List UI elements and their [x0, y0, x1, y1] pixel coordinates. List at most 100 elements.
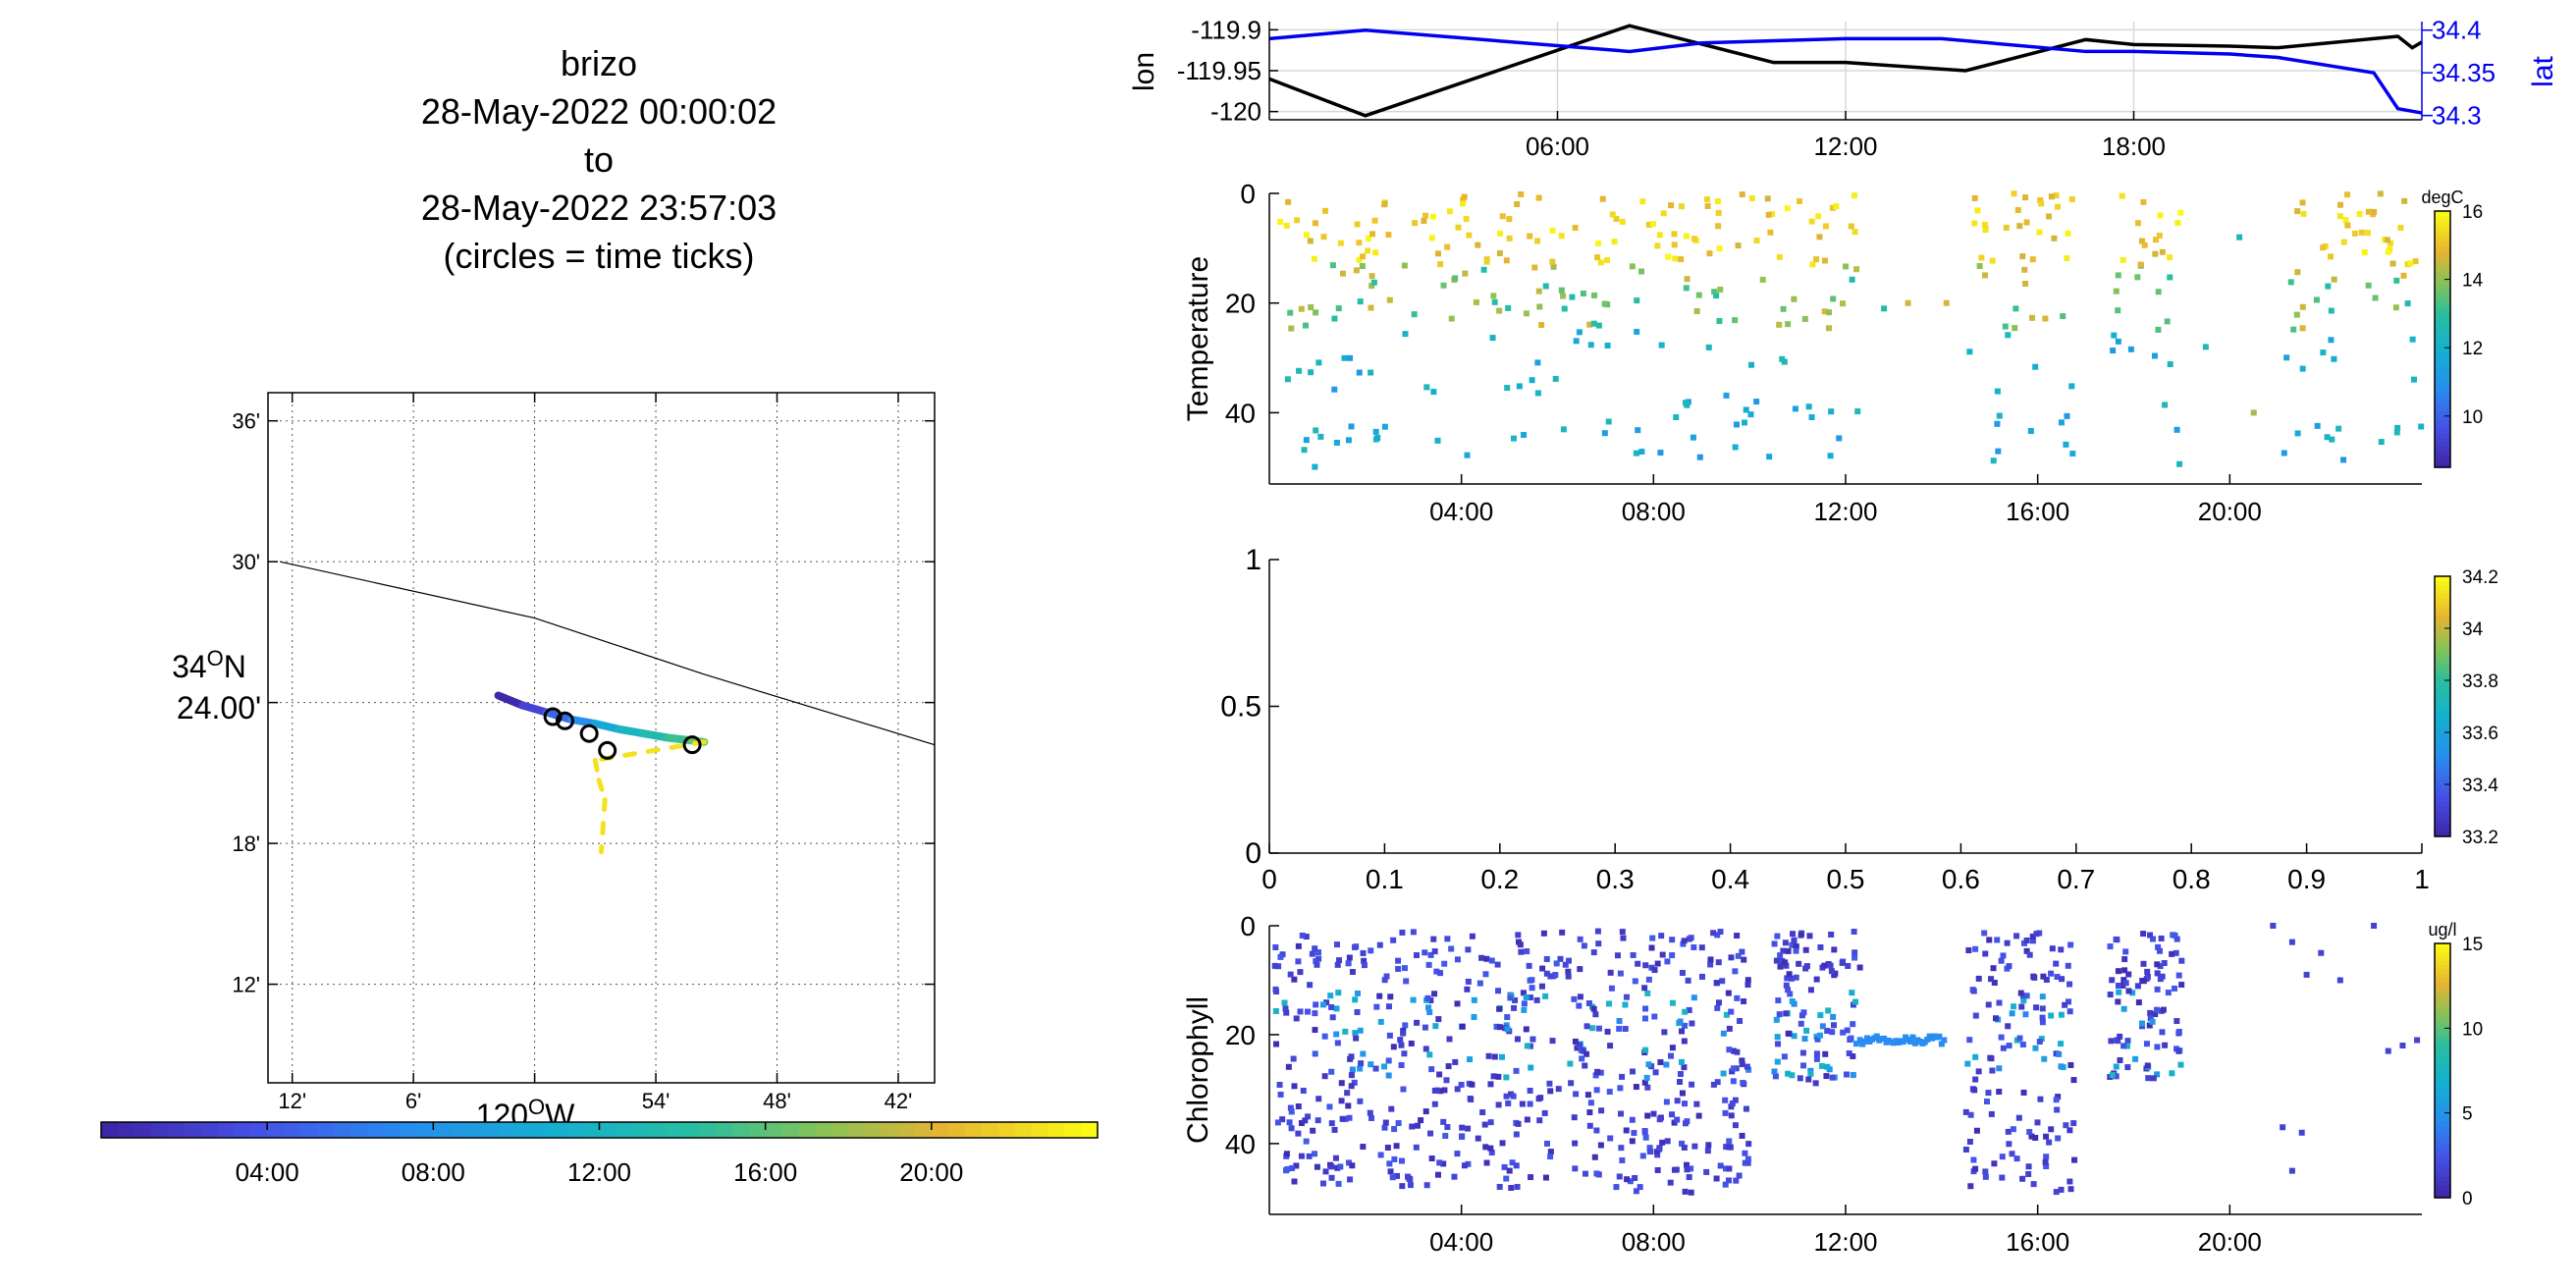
chlorophyll-point — [1373, 1003, 1380, 1010]
chlorophyll-point — [2067, 941, 2074, 948]
temperature-point — [2378, 439, 2385, 446]
temperature-point — [1753, 237, 1760, 243]
chlorophyll-point — [1829, 1074, 1836, 1081]
chlorophyll-point — [1589, 1025, 1596, 1032]
temperature-point — [1506, 216, 1513, 223]
chlorophyll-point — [2114, 937, 2120, 943]
temperature-point — [1572, 225, 1579, 232]
chlorophyll-point — [1785, 987, 1792, 993]
chlorophyll-point — [2107, 943, 2114, 950]
colorbar-segment — [2435, 758, 2450, 764]
chlorophyll-point — [1342, 1028, 1349, 1035]
temperature-point — [2410, 376, 2417, 383]
chlorophyll-point — [2019, 1175, 2026, 1182]
chlorophyll-point — [1964, 1060, 1971, 1067]
temperature-point — [1381, 201, 1388, 208]
temperature-point — [1529, 377, 1535, 384]
temperature-point — [2344, 191, 2351, 198]
chlorophyll-point — [1637, 1184, 1643, 1191]
chlorophyll-point — [1399, 929, 1406, 936]
chlorophyll-point — [1732, 1122, 1739, 1129]
temperature-point — [2407, 260, 2414, 267]
temperature-point — [1852, 229, 1858, 236]
chlorophyll-point — [2170, 932, 2176, 939]
chlorophyll-point — [1690, 994, 1697, 1001]
temperature-point — [2069, 451, 2076, 457]
chlorophyll-point — [1813, 1055, 1820, 1062]
chlorophyll-point — [1664, 958, 1671, 965]
colorbar-segment — [2435, 415, 2450, 421]
chlorophyll-point — [1783, 1010, 1790, 1017]
temperature-point — [1703, 196, 1710, 203]
chlorophyll-point — [1413, 1144, 1420, 1151]
chlorophyll-point — [2145, 1075, 2152, 1082]
lonlat-y2-tick-label: 34.35 — [2432, 58, 2496, 87]
chlorophyll-point — [1580, 1047, 1586, 1054]
chlorophyll-point — [1993, 1015, 2000, 1022]
chlorophyll-point — [1654, 1166, 1661, 1173]
chlorophyll-point — [1728, 954, 1735, 961]
chlorophyll-point — [1313, 1001, 1319, 1008]
colorbar-segment — [2435, 951, 2450, 957]
colorbar-segment — [2435, 998, 2450, 1004]
chlorophyll-point — [1299, 932, 1306, 939]
title-line-end: 28-May-2022 23:57:03 — [420, 188, 778, 228]
temperature-point — [1656, 232, 1663, 239]
temperature-colorbar — [2434, 210, 2451, 468]
chlorophyll-point — [1705, 1142, 1712, 1149]
chlorophyll-point — [1312, 1027, 1318, 1034]
colorbar-segment — [2435, 1006, 2450, 1012]
chlorophyll-point — [1607, 969, 1614, 976]
chlorophyll-point — [1658, 933, 1665, 939]
temperature-point — [1535, 288, 1542, 295]
chlorophyll-point — [1521, 1006, 1528, 1013]
temperature-point — [1381, 423, 1388, 430]
chlorophyll-point — [1471, 1013, 1477, 1020]
colorbar-segment — [2435, 390, 2450, 396]
chlorophyll-point — [1395, 1120, 1402, 1127]
colorbar-segment — [2435, 792, 2450, 798]
temperature-point — [2325, 283, 2332, 290]
chlorophyll-point — [1698, 944, 1705, 951]
temperature-point — [1312, 220, 1318, 227]
chlorophyll-point — [1511, 1004, 1518, 1011]
chlorophyll-point — [1677, 1079, 1684, 1086]
chlorophyll-point — [1577, 936, 1583, 942]
chlorophyll-point — [1613, 1184, 1620, 1191]
temperature-point — [1821, 308, 1828, 315]
colorbar-segment — [599, 1122, 617, 1138]
chlorophyll-point — [1745, 1141, 1752, 1148]
chlorophyll-point — [1482, 971, 1489, 978]
temperature-point — [2365, 282, 2372, 289]
temperature-point — [1365, 247, 1371, 254]
chlorophyll-point — [1715, 999, 1722, 1006]
temperature-point — [2155, 326, 2162, 333]
temperature-point — [1595, 240, 1602, 246]
colorbar-segment — [2435, 437, 2450, 443]
chlorophyll-point — [1671, 1119, 1678, 1126]
chlorophyll-point — [1332, 1154, 1339, 1161]
chlorophyll-point — [2059, 976, 2066, 983]
chlorophyll-point — [1277, 953, 1284, 960]
temperature-point — [1437, 261, 1444, 268]
temperature-point — [1536, 303, 1543, 310]
temperature-point — [2401, 197, 2408, 204]
chlorophyll-point — [1444, 1124, 1451, 1131]
colorbar-segment — [2435, 697, 2450, 703]
colorbar-segment — [2435, 420, 2450, 426]
chlorophyll-point — [1739, 948, 1745, 955]
chlorophyll-point — [1287, 971, 1294, 978]
chlorophyll-point — [1577, 966, 1583, 973]
colorbar-segment — [2435, 270, 2450, 276]
colorbar-segment — [2435, 1151, 2450, 1156]
colorbar-segment — [2435, 667, 2450, 672]
chlorophyll-point — [1730, 1047, 1737, 1054]
chlorophyll-point — [1825, 1007, 1832, 1014]
chlorophyll-point — [1996, 1089, 2003, 1096]
temperature-point — [2299, 303, 2306, 310]
colorbar-segment — [2435, 326, 2450, 332]
salinity-colorbar-tick-label: 33.4 — [2462, 776, 2498, 796]
chlorophyll-point — [1739, 1057, 1745, 1064]
map-track-segment — [494, 691, 527, 710]
temperature-point — [1690, 434, 1696, 441]
